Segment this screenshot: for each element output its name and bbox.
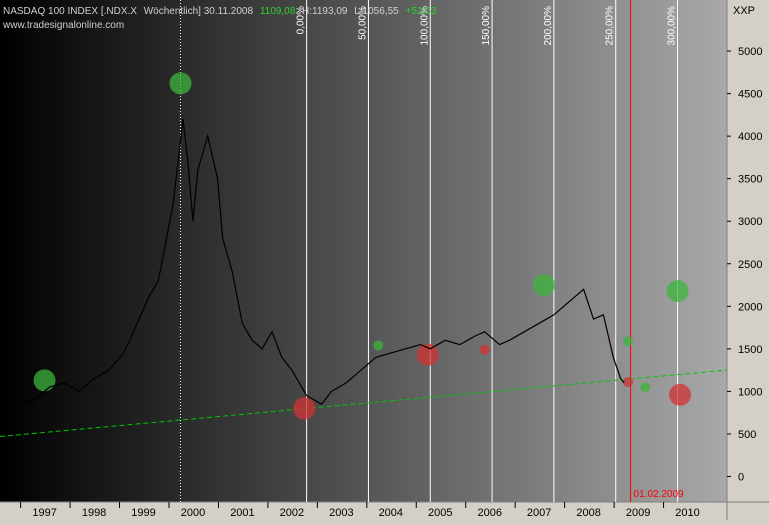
red-cycle-marker	[416, 343, 439, 366]
y-tick-label: 4000	[738, 131, 762, 143]
x-axis: 1997 1998 1999 2000 2001 2002 2003 2004 2005 2006…	[20, 502, 700, 519]
y-tick-label: 2000	[738, 301, 762, 313]
green-cycle-marker	[33, 369, 56, 392]
cycle-lines: 0,00% 50,00% 100,00% 150,00% 200,00% 250,00% 3…	[296, 0, 679, 502]
svg-text:NASDAQ 100 INDEX [.NDX.X: NASDAQ 100 INDEX [.NDX.X Wöchentlich] 30…	[3, 6, 437, 17]
period-label: Wöchentlich] 30.11.2008	[144, 6, 254, 17]
date-marker-label: 01.02.2009	[634, 489, 684, 500]
date-marker-group: 01.02.2009	[630, 0, 684, 502]
cycle-line-label: 200,00%	[543, 6, 554, 46]
x-tick-label: 2004	[379, 507, 403, 519]
price-series	[0, 119, 625, 414]
y-tick-label: 1500	[738, 344, 762, 356]
x-tick-label: 2000	[181, 507, 205, 519]
x-tick-label: 2008	[576, 507, 600, 519]
x-tick-label: 2010	[675, 507, 699, 519]
trend-line	[0, 369, 728, 437]
red-cycle-marker	[669, 383, 692, 406]
y-tick-label: 2500	[738, 259, 762, 271]
green-cycle-marker	[533, 274, 556, 297]
x-tick-label: 2002	[280, 507, 304, 519]
y-tick-label: 3000	[738, 216, 762, 228]
x-tick-label: 2009	[626, 507, 650, 519]
cycle-line-label: 300,00%	[667, 6, 678, 46]
change-label: +52,53	[406, 6, 437, 17]
y-axis-panel	[727, 0, 769, 520]
green-cycle-marker	[666, 279, 689, 302]
y-tick-label: 1000	[738, 386, 762, 398]
cycle-line-label: 250,00%	[605, 6, 616, 46]
cycle-line-label: 150,00%	[481, 6, 492, 46]
y-tick-label: 500	[738, 429, 756, 441]
website-label: www.tradesignalonline.com	[2, 20, 124, 31]
cycle-line-label: 0,00%	[296, 6, 307, 34]
green-cycle-marker	[640, 382, 651, 393]
green-cycle-marker	[373, 340, 384, 351]
x-tick-label: 2001	[230, 507, 254, 519]
header: NASDAQ 100 INDEX [.NDX.X Wöchentlich] 30…	[2, 6, 437, 31]
x-axis-panel	[0, 502, 769, 520]
x-tick-label: 1998	[82, 507, 106, 519]
red-cycle-marker	[479, 344, 490, 355]
x-tick-label: 2006	[477, 507, 501, 519]
low-label: L:1056,55	[354, 6, 399, 17]
high-label: H:1193,09	[302, 6, 348, 17]
y-tick-label: 4500	[738, 89, 762, 101]
x-tick-label: 1999	[131, 507, 155, 519]
green-cycle-marker	[623, 336, 634, 347]
cycle-markers	[33, 72, 692, 420]
y-axis: 0 500 1000 1500 2000 2500 3000 3500 4000 4500 5000	[727, 46, 762, 483]
cycle-line-label: 100,00%	[419, 6, 430, 46]
x-tick-label: 2007	[527, 507, 551, 519]
green-cycle-marker	[169, 72, 192, 95]
instrument-label: NASDAQ 100 INDEX [.NDX.X	[3, 6, 137, 17]
y-tick-label: 3500	[738, 174, 762, 186]
x-tick-label: 2003	[329, 507, 353, 519]
x-tick-label: 2005	[428, 507, 452, 519]
y-axis-unit: XXP	[733, 5, 755, 17]
trend-line-group	[0, 369, 728, 437]
cycle-line-label: 50,00%	[357, 6, 368, 40]
plot-background	[0, 0, 727, 502]
red-cycle-marker	[293, 397, 316, 420]
y-tick-label: 0	[738, 471, 744, 483]
y-tick-label: 5000	[738, 46, 762, 58]
x-tick-label: 1997	[32, 507, 56, 519]
close-label: 1109,08	[260, 6, 296, 17]
red-cycle-marker	[623, 377, 634, 388]
price-line	[0, 119, 625, 414]
